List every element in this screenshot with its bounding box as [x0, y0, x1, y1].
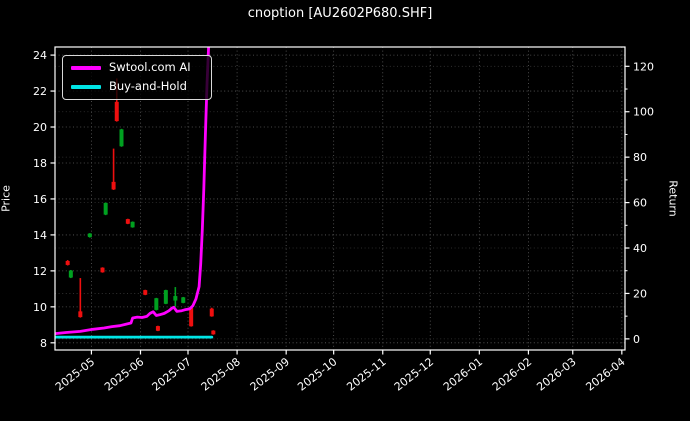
- svg-text:24: 24: [33, 49, 47, 62]
- svg-text:2025-09: 2025-09: [248, 355, 292, 394]
- svg-text:12: 12: [33, 265, 47, 278]
- legend: Swtool.com AI Buy-and-Hold: [62, 55, 212, 100]
- svg-text:2025-11: 2025-11: [344, 355, 388, 394]
- svg-text:2025-10: 2025-10: [295, 355, 339, 394]
- svg-text:8: 8: [40, 337, 47, 350]
- svg-text:2025-08: 2025-08: [199, 355, 243, 394]
- svg-text:100: 100: [633, 106, 654, 119]
- svg-text:2026-01: 2026-01: [441, 355, 485, 394]
- svg-text:0: 0: [633, 333, 640, 346]
- chart-title: cnoption [AU2602P680.SHF]: [247, 6, 433, 21]
- svg-text:2025-12: 2025-12: [392, 355, 436, 394]
- svg-text:2026-04: 2026-04: [583, 355, 627, 394]
- svg-text:2026-03: 2026-03: [534, 355, 578, 394]
- svg-text:80: 80: [633, 151, 647, 164]
- svg-text:60: 60: [633, 197, 647, 210]
- legend-label-buyhold: Buy-and-Hold: [109, 79, 187, 94]
- svg-text:2025-05: 2025-05: [53, 355, 97, 394]
- svg-text:22: 22: [33, 85, 47, 98]
- svg-text:2025-07: 2025-07: [150, 355, 194, 394]
- gridlines: [55, 47, 625, 350]
- svg-text:40: 40: [633, 242, 647, 255]
- ai-return-line: [55, 47, 211, 336]
- svg-text:14: 14: [33, 229, 47, 242]
- svg-text:20: 20: [633, 287, 647, 300]
- svg-text:16: 16: [33, 193, 47, 206]
- legend-item-buyhold: Buy-and-Hold: [71, 79, 211, 95]
- candlesticks: [65, 78, 216, 335]
- legend-item-ai: Swtool.com AI: [71, 60, 211, 76]
- buyhold-line-swatch: [71, 85, 101, 89]
- ai-line-swatch: [71, 66, 101, 70]
- svg-text:10: 10: [33, 301, 47, 314]
- svg-text:120: 120: [633, 60, 654, 73]
- svg-text:2025-06: 2025-06: [102, 355, 146, 394]
- svg-text:18: 18: [33, 157, 47, 170]
- legend-label-ai: Swtool.com AI: [109, 60, 191, 75]
- svg-text:2026-02: 2026-02: [490, 355, 534, 394]
- svg-text:20: 20: [33, 121, 47, 134]
